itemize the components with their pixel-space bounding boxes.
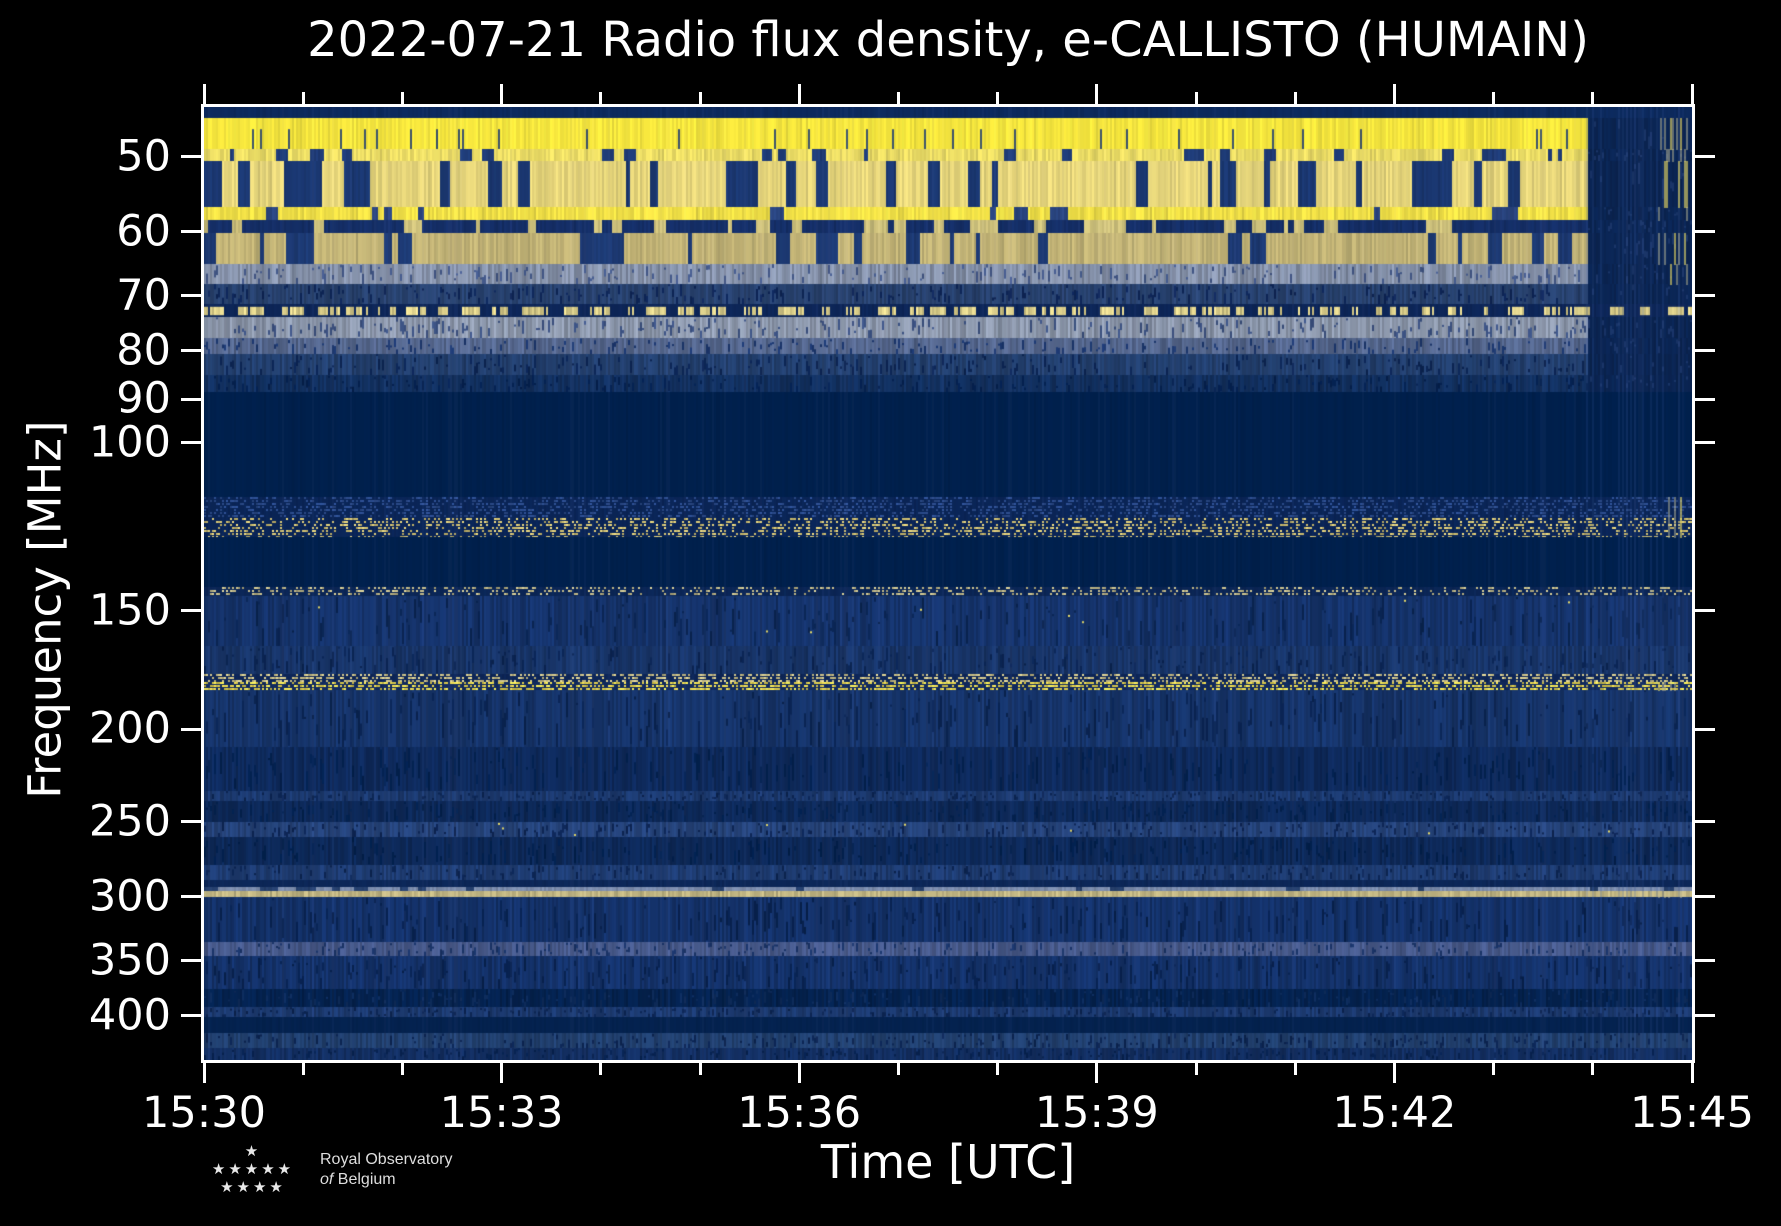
y-tick-label: 400 [88,990,171,1041]
y-tick-major-right [1695,230,1715,234]
x-tick-major-top [1095,84,1099,104]
y-tick-label: 90 [116,373,171,424]
y-tick-major [181,349,201,353]
y-tick-major [181,959,201,963]
x-tick-minor-top [1194,92,1198,104]
x-tick-minor [400,1063,404,1075]
x-axis-label: Time [UTC] [820,1135,1076,1189]
x-tick-minor [1492,1063,1496,1075]
y-tick-label: 250 [88,796,171,847]
y-tick-label: 100 [88,417,171,468]
y-tick-label: 70 [116,270,171,321]
y-tick-major-right [1695,609,1715,613]
y-tick-major [181,294,201,298]
y-tick-major-right [1695,820,1715,824]
y-tick-major [181,1014,201,1018]
y-tick-major [181,397,201,401]
plot-area [204,107,1692,1060]
rob-logo: ★ ★★★★★ ★★★★ Royal Observatory of Belgium [208,1142,453,1196]
y-tick-major-right [1695,895,1715,899]
y-tick-label: 300 [88,871,171,922]
y-tick-label: 50 [116,131,171,182]
x-tick-label: 15:39 [1034,1088,1159,1138]
x-tick-minor [301,1063,305,1075]
x-tick-minor-top [698,92,702,104]
star-row: ★★★★★ [211,1160,295,1178]
rob-logo-stars-icon: ★ ★★★★★ ★★★★ [208,1142,298,1196]
y-tick-major [181,820,201,824]
x-tick-major-top [797,84,801,104]
x-tick-minor [1591,1063,1595,1075]
x-tick-major [1690,1063,1694,1083]
x-tick-minor-top [1293,92,1297,104]
x-tick-minor-top [301,92,305,104]
x-tick-label: 15:33 [439,1088,564,1138]
y-tick-major-right [1695,959,1715,963]
rob-logo-line1: Royal Observatory [320,1151,453,1168]
y-tick-major [181,155,201,159]
x-tick-major [797,1063,801,1083]
y-tick-major [181,609,201,613]
x-tick-major-top [500,84,504,104]
y-tick-major [181,230,201,234]
x-tick-label: 15:30 [142,1088,266,1138]
x-tick-minor [1194,1063,1198,1075]
x-tick-minor-top [1591,92,1595,104]
y-tick-label: 150 [88,585,171,636]
y-tick-label: 80 [116,325,171,376]
x-tick-major [1392,1063,1396,1083]
x-tick-minor [996,1063,1000,1075]
y-tick-label: 350 [88,935,171,986]
spectrogram-canvas [204,107,1692,1060]
y-tick-major-right [1695,441,1715,445]
y-tick-major [181,441,201,445]
y-tick-major-right [1695,1014,1715,1018]
y-tick-major-right [1695,155,1715,159]
x-tick-major-top [202,84,206,104]
x-tick-minor-top [400,92,404,104]
x-tick-minor-top [599,92,603,104]
y-tick-major-right [1695,727,1715,731]
x-tick-minor-top [896,92,900,104]
y-tick-major-right [1695,294,1715,298]
x-tick-major [1095,1063,1099,1083]
y-tick-major [181,895,201,899]
x-tick-minor [1293,1063,1297,1075]
y-tick-major [181,727,201,731]
chart-title: 2022-07-21 Radio flux density, e-CALLIST… [307,12,1589,68]
x-tick-label: 15:36 [737,1088,862,1138]
x-tick-minor-top [1492,92,1496,104]
y-tick-label: 200 [88,703,171,754]
y-tick-label: 60 [116,206,171,257]
x-tick-major-top [1690,84,1694,104]
x-tick-major-top [1392,84,1396,104]
y-tick-major-right [1695,349,1715,353]
x-tick-minor [896,1063,900,1075]
x-tick-minor [599,1063,603,1075]
x-tick-minor [698,1063,702,1075]
rob-logo-text: Royal Observatory of Belgium [320,1142,453,1190]
x-tick-label: 15:42 [1332,1088,1457,1138]
y-tick-major-right [1695,397,1715,401]
x-tick-major [500,1063,504,1083]
star-row: ★ [244,1142,262,1160]
rob-logo-line2: of Belgium [320,1171,396,1188]
x-tick-major [202,1063,206,1083]
star-row: ★★★★ [220,1178,286,1196]
x-tick-label: 15:45 [1630,1088,1754,1138]
x-tick-minor-top [996,92,1000,104]
